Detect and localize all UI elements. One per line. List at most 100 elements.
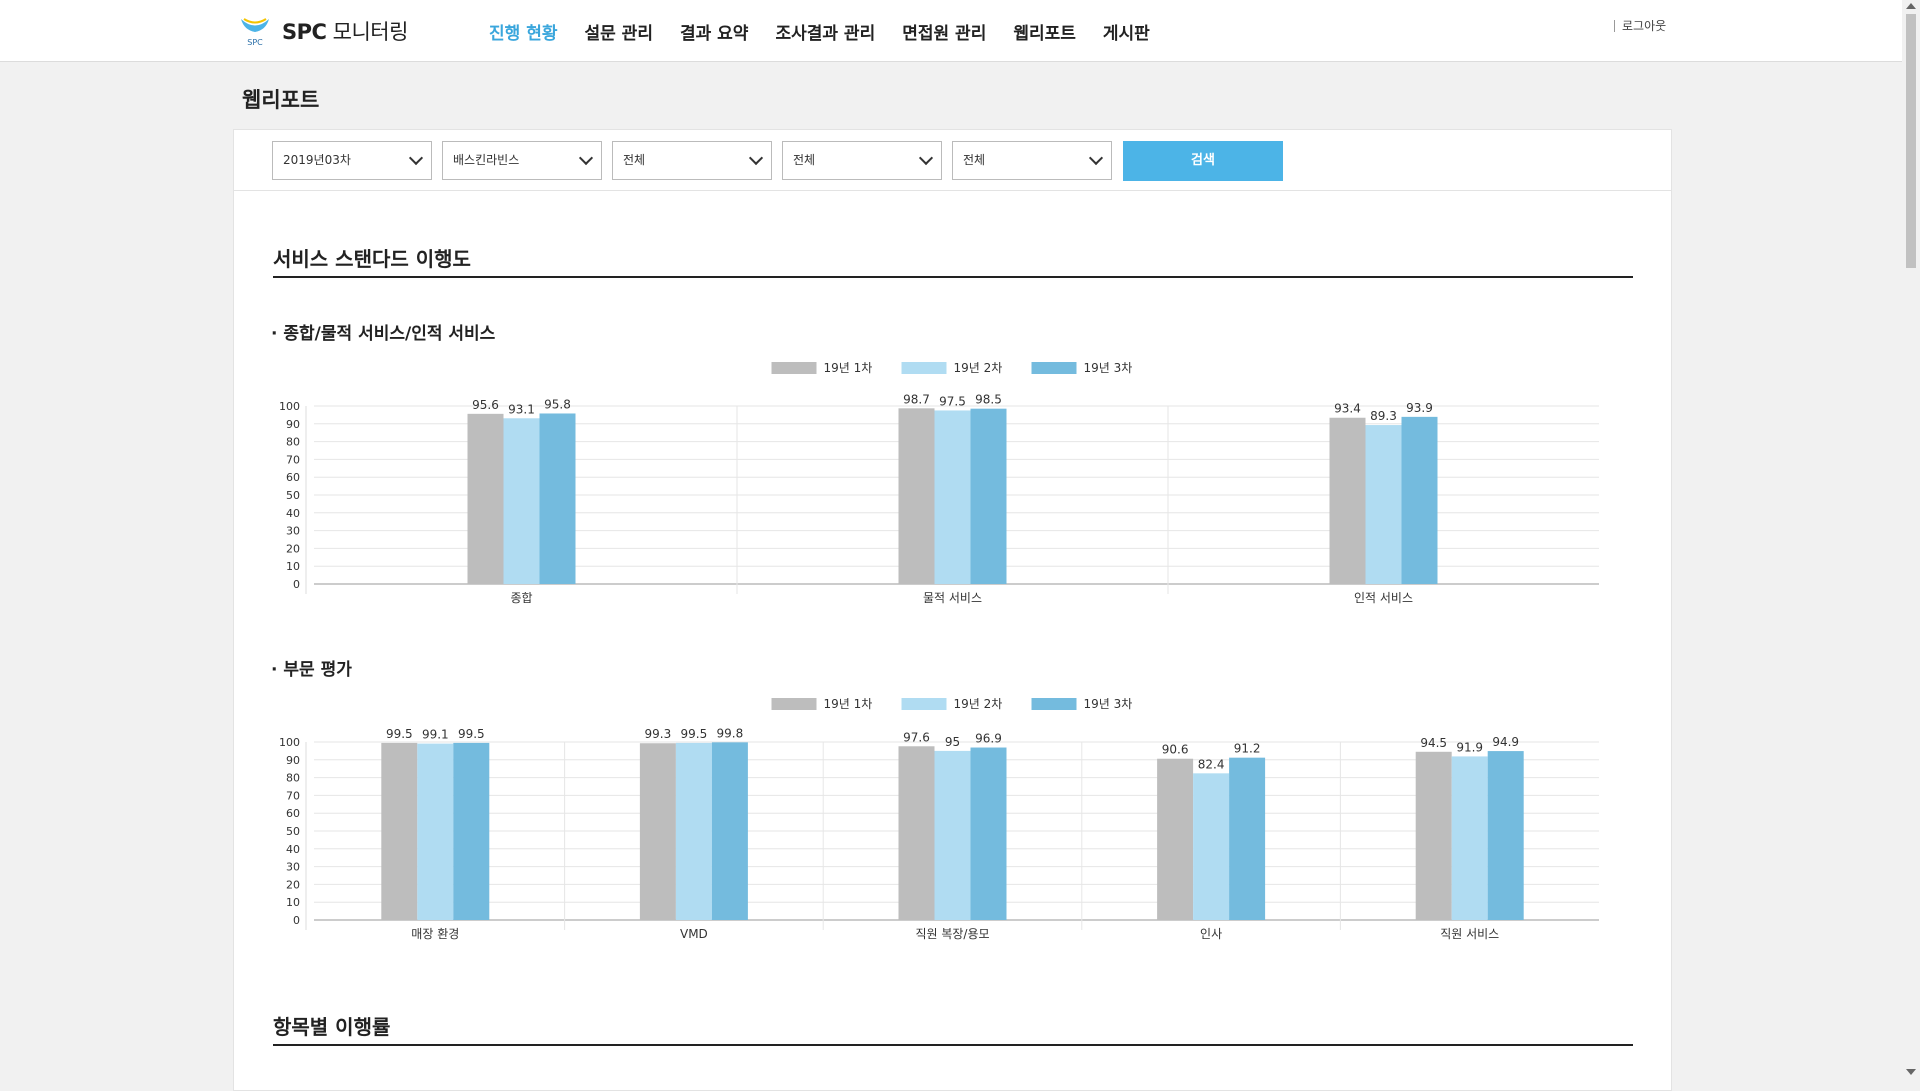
chevron-down-icon (578, 150, 594, 166)
bar (1193, 773, 1230, 920)
bar-value-label: 96.9 (975, 732, 1002, 746)
filter-select-5[interactable]: 전체 (952, 141, 1112, 180)
filter-select-4[interactable]: 전체 (782, 141, 942, 180)
bar (898, 408, 935, 584)
chevron-down-icon (408, 150, 424, 166)
x-tick-label: 인적 서비스 (1354, 591, 1413, 605)
nav-board[interactable]: 게시판 (1102, 24, 1150, 44)
bar-value-label: 97.5 (939, 394, 966, 408)
scroll-thumb[interactable] (1906, 14, 1916, 268)
bar-value-label: 98.7 (903, 392, 930, 406)
bar-value-label: 90.6 (1162, 743, 1189, 757)
app-title: SPC 모니터링 (282, 16, 408, 46)
bar (898, 746, 935, 920)
y-tick-label: 90 (286, 418, 300, 431)
spc-logo-icon: SPC (238, 14, 272, 48)
bar (970, 408, 1007, 584)
x-tick-label: 물적 서비스 (923, 591, 982, 605)
legend-label: 19년 1차 (824, 697, 873, 711)
scroll-down-arrow-icon[interactable] (1906, 1069, 1916, 1075)
bar (1401, 416, 1438, 584)
bar-value-label: 99.5 (386, 727, 413, 741)
bar (970, 747, 1007, 920)
y-tick-label: 70 (286, 789, 300, 802)
nav-progress-status[interactable]: 진행 현황 (489, 24, 558, 44)
x-tick-label: 매장 환경 (411, 927, 459, 941)
x-tick-label: 인사 (1200, 927, 1222, 941)
nav-result-summary[interactable]: 결과 요약 (679, 24, 749, 44)
bar (675, 742, 712, 920)
bar-value-label: 99.3 (645, 727, 672, 741)
bar (417, 743, 454, 920)
y-tick-label: 40 (286, 507, 300, 520)
bar-value-label: 99.8 (717, 726, 744, 740)
nav-survey-management[interactable]: 설문 관리 (584, 24, 653, 44)
brand-select[interactable]: 배스킨라빈스 (442, 141, 602, 180)
nav-interviewer-management[interactable]: 면접원 관리 (902, 24, 987, 44)
nav-survey-result-management[interactable]: 조사결과 관리 (775, 24, 876, 44)
chevron-down-icon (918, 150, 934, 166)
scroll-up-arrow-icon[interactable] (1906, 3, 1916, 9)
chevron-down-icon (748, 150, 764, 166)
bar (1451, 756, 1488, 920)
x-tick-label: VMD (680, 927, 708, 941)
page-scrollbar[interactable] (1902, 0, 1920, 1080)
logout-link[interactable]: 로그아웃 (1614, 20, 1666, 32)
legend-swatch (1031, 698, 1077, 710)
bar (467, 413, 504, 584)
bar-value-label: 89.3 (1370, 409, 1397, 423)
filter-bar: 2019년03차 배스킨라빈스 전체 전체 전체 검색 (234, 130, 1671, 191)
legend-swatch (901, 698, 947, 710)
bar (503, 418, 540, 584)
section-title-item-rate: 항목별 이행률 (273, 1015, 391, 1039)
y-tick-label: 60 (286, 471, 300, 484)
bar-value-label: 91.9 (1456, 740, 1483, 754)
y-tick-label: 80 (286, 436, 300, 449)
y-tick-label: 40 (286, 843, 300, 856)
legend-label: 19년 3차 (1084, 697, 1133, 711)
filter-select-3-value: 전체 (623, 153, 646, 167)
logo[interactable]: SPC SPC 모니터링 (238, 14, 408, 48)
filter-select-3[interactable]: 전체 (612, 141, 772, 180)
y-tick-label: 90 (286, 754, 300, 767)
y-tick-label: 80 (286, 772, 300, 785)
bar (639, 743, 676, 920)
bar (1487, 751, 1524, 920)
search-button[interactable]: 검색 (1123, 141, 1283, 181)
legend-swatch (901, 362, 947, 374)
bar (1365, 425, 1402, 584)
nav-web-report[interactable]: 웹리포트 (1013, 24, 1076, 44)
bar-value-label: 95.6 (472, 398, 499, 412)
app-brand: SPC (282, 20, 327, 44)
legend-swatch (771, 698, 817, 710)
legend-swatch (1031, 362, 1077, 374)
y-tick-label: 30 (286, 861, 300, 874)
bar-value-label: 98.5 (975, 393, 1002, 407)
period-select[interactable]: 2019년03차 (272, 141, 432, 180)
bar (934, 750, 971, 920)
bar (1329, 417, 1366, 584)
chart-division-evaluation: 0 10 20 30 40 50 60 70 80 90 100 99.5 99.1 99.5 매장 환경 9… (279, 697, 1599, 941)
filter-select-5-value: 전체 (963, 153, 986, 167)
legend-label: 19년 2차 (954, 697, 1003, 711)
bar (1415, 751, 1452, 920)
main-nav: 진행 현황 설문 관리 결과 요약 조사결과 관리 면접원 관리 웹리포트 게시… (489, 19, 1177, 44)
page-title: 웹리포트 (242, 88, 320, 112)
x-tick-label: 직원 서비스 (1440, 927, 1499, 941)
y-tick-label: 30 (286, 525, 300, 538)
legend-label: 19년 1차 (824, 361, 873, 375)
x-tick-label: 직원 복장/용모 (915, 927, 989, 941)
bar-value-label: 95.8 (544, 397, 571, 411)
y-tick-label: 20 (286, 878, 300, 891)
bar-value-label: 93.1 (508, 402, 535, 416)
y-tick-label: 100 (279, 400, 300, 413)
bar-value-label: 99.5 (681, 727, 708, 741)
y-tick-label: 100 (279, 736, 300, 749)
bar-value-label: 95 (945, 735, 960, 749)
y-tick-label: 70 (286, 453, 300, 466)
bar (1229, 757, 1266, 920)
bar-value-label: 94.9 (1492, 735, 1519, 749)
y-tick-label: 60 (286, 807, 300, 820)
bar-value-label: 91.2 (1234, 742, 1261, 756)
logo-small-text: SPC (247, 38, 263, 47)
